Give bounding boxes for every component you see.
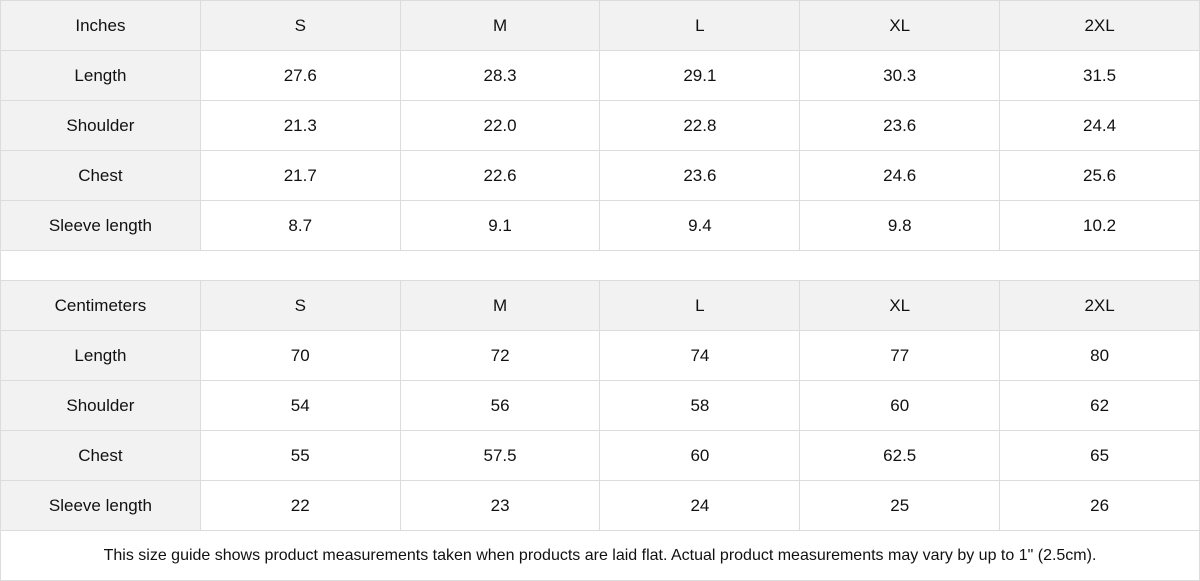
measurement-value: 62.5 xyxy=(799,430,1001,481)
measurement-value: 23 xyxy=(399,480,601,531)
measurement-value: 60 xyxy=(599,430,801,481)
measurement-value: 28.3 xyxy=(399,50,601,101)
size-header: M xyxy=(399,280,601,331)
header-row: Inches S M L XL 2XL xyxy=(0,0,1200,51)
unit-header: Centimeters xyxy=(0,280,201,331)
measurement-value: 23.6 xyxy=(599,150,801,201)
measurement-value: 10.2 xyxy=(999,200,1200,251)
measurement-value: 22.8 xyxy=(599,100,801,151)
measurement-value: 9.1 xyxy=(399,200,601,251)
size-header: S xyxy=(199,280,401,331)
table-row: Shoulder 54 56 58 60 62 xyxy=(0,380,1200,431)
size-header: 2XL xyxy=(999,280,1200,331)
measurement-value: 77 xyxy=(799,330,1001,381)
measurement-value: 31.5 xyxy=(999,50,1200,101)
measurement-value: 25.6 xyxy=(999,150,1200,201)
measurement-value: 9.8 xyxy=(799,200,1001,251)
size-header: S xyxy=(199,0,401,51)
size-header: XL xyxy=(799,280,1001,331)
spacer xyxy=(0,250,1200,281)
measurement-value: 60 xyxy=(799,380,1001,431)
measurement-label: Shoulder xyxy=(0,380,201,431)
measurement-value: 25 xyxy=(799,480,1001,531)
table-row: Length 27.6 28.3 29.1 30.3 31.5 xyxy=(0,50,1200,101)
measurement-value: 27.6 xyxy=(199,50,401,101)
measurement-label: Shoulder xyxy=(0,100,201,151)
measurement-label: Sleeve length xyxy=(0,200,201,251)
table-row: Chest 21.7 22.6 23.6 24.6 25.6 xyxy=(0,150,1200,201)
measurement-value: 62 xyxy=(999,380,1200,431)
measurement-value: 30.3 xyxy=(799,50,1001,101)
size-header: L xyxy=(599,280,801,331)
measurement-value: 58 xyxy=(599,380,801,431)
size-header: L xyxy=(599,0,801,51)
measurement-label: Sleeve length xyxy=(0,480,201,531)
measurement-label: Chest xyxy=(0,430,201,481)
header-row: Centimeters S M L XL 2XL xyxy=(0,280,1200,331)
measurement-value: 22.6 xyxy=(399,150,601,201)
table-row: Sleeve length 8.7 9.1 9.4 9.8 10.2 xyxy=(0,200,1200,251)
unit-header: Inches xyxy=(0,0,201,51)
table-row: Length 70 72 74 77 80 xyxy=(0,330,1200,381)
measurement-value: 24.6 xyxy=(799,150,1001,201)
measurement-value: 56 xyxy=(399,380,601,431)
measurement-label: Length xyxy=(0,50,201,101)
table-row: Shoulder 21.3 22.0 22.8 23.6 24.4 xyxy=(0,100,1200,151)
size-guide-note: This size guide shows product measuremen… xyxy=(0,530,1200,581)
note-row: This size guide shows product measuremen… xyxy=(0,530,1200,581)
measurement-value: 23.6 xyxy=(799,100,1001,151)
measurement-value: 55 xyxy=(199,430,401,481)
measurement-value: 22 xyxy=(199,480,401,531)
measurement-value: 22.0 xyxy=(399,100,601,151)
measurement-value: 70 xyxy=(199,330,401,381)
measurement-value: 8.7 xyxy=(199,200,401,251)
measurement-value: 74 xyxy=(599,330,801,381)
spacer-row xyxy=(0,250,1200,281)
measurement-value: 80 xyxy=(999,330,1200,381)
measurement-value: 57.5 xyxy=(399,430,601,481)
measurement-value: 26 xyxy=(999,480,1200,531)
measurement-value: 21.3 xyxy=(199,100,401,151)
measurement-label: Length xyxy=(0,330,201,381)
table-row: Chest 55 57.5 60 62.5 65 xyxy=(0,430,1200,481)
table-row: Sleeve length 22 23 24 25 26 xyxy=(0,480,1200,531)
measurement-value: 24 xyxy=(599,480,801,531)
measurement-value: 9.4 xyxy=(599,200,801,251)
measurement-label: Chest xyxy=(0,150,201,201)
measurement-value: 72 xyxy=(399,330,601,381)
size-header: 2XL xyxy=(999,0,1200,51)
size-header: M xyxy=(399,0,601,51)
measurement-value: 29.1 xyxy=(599,50,801,101)
size-header: XL xyxy=(799,0,1001,51)
measurement-value: 54 xyxy=(199,380,401,431)
measurement-value: 21.7 xyxy=(199,150,401,201)
measurement-value: 24.4 xyxy=(999,100,1200,151)
measurement-value: 65 xyxy=(999,430,1200,481)
